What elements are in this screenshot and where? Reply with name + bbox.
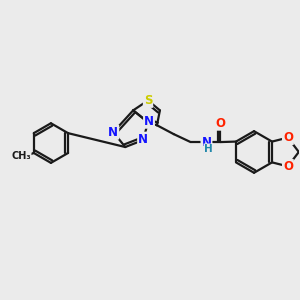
Text: N: N	[138, 133, 148, 146]
Text: N: N	[108, 126, 118, 139]
Text: O: O	[215, 117, 225, 130]
Text: S: S	[144, 94, 152, 107]
Text: N: N	[202, 136, 212, 148]
Text: O: O	[283, 160, 293, 173]
Text: O: O	[283, 131, 293, 144]
Text: CH₃: CH₃	[11, 151, 31, 161]
Text: H: H	[204, 144, 213, 154]
Text: N: N	[144, 115, 154, 128]
